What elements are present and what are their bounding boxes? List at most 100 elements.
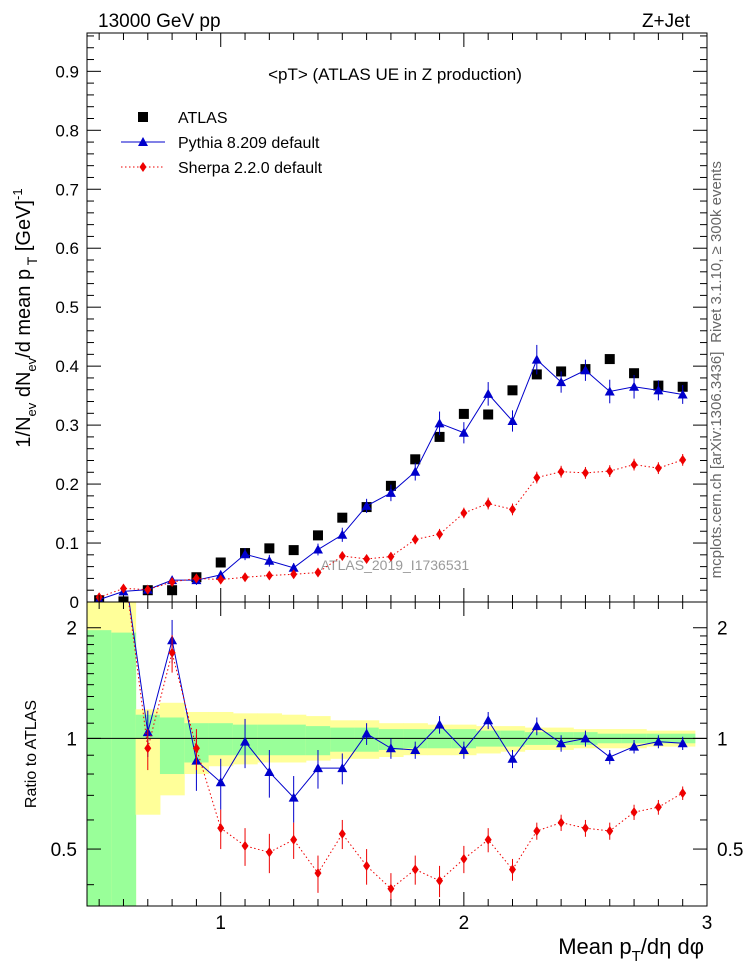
atlas-point (434, 431, 445, 442)
pythia-point (264, 555, 275, 565)
atlas-point (215, 557, 226, 568)
y-tick-label: 0.2 (55, 475, 79, 494)
legend: ATLAS Pythia 8.209 default Sherpa 2.2.0 de… (121, 110, 323, 177)
pythia-point (507, 415, 518, 425)
sherpa-point (192, 573, 200, 584)
ratio-pythia-point (312, 763, 323, 773)
ratio-sherpa-point (265, 847, 273, 858)
plot-title-text: <pT> (ATLAS UE in Z production) (268, 65, 522, 84)
x-tick-label: 1 (215, 913, 226, 934)
inner-band-bin (87, 630, 112, 906)
pythia-point (580, 365, 591, 375)
inner-band-bin (330, 727, 355, 752)
inner-band-bin (159, 717, 185, 775)
ratio-sherpa-line (128, 602, 683, 890)
plot-title: <pT> (ATLAS UE in Z production) (268, 65, 522, 84)
main-panel-axes: 0 0.1 0.2 0.3 0.4 0.5 0.6 0.7 0.8 0.9 (55, 32, 708, 612)
ratio-sherpa-point (168, 647, 176, 658)
y-axis-title-part: -1 (10, 188, 25, 200)
pythia-point (604, 386, 615, 396)
ratio-pythia-point (361, 728, 372, 738)
pythia-point (288, 562, 299, 572)
pythia-point (385, 487, 396, 497)
pythia-point (483, 388, 494, 398)
x-axis-title-part: Mean p (558, 934, 631, 959)
x-axis-title: Mean pT/dη dφ (558, 934, 704, 965)
sherpa-point (144, 584, 152, 595)
ratio-sherpa-point (484, 834, 492, 845)
ratio-sherpa-point (314, 868, 322, 879)
ratio-sherpa-point (338, 828, 346, 839)
ratio-sherpa-point (679, 788, 687, 799)
ratio-pythia-point (288, 792, 299, 802)
ratio-pythia-point (604, 752, 615, 762)
sherpa-point (387, 551, 395, 562)
y-tick-label: 0.7 (55, 180, 79, 199)
legend-sherpa-marker (139, 162, 147, 172)
ratio-pythia-point (264, 767, 275, 777)
y-axis-title-part: dN (13, 372, 35, 403)
ratio-y-tick-label: 1 (66, 729, 77, 750)
sherpa-point (241, 572, 249, 583)
pythia-point (361, 500, 372, 510)
ratio-y-tick-label: 0.5 (51, 840, 77, 861)
ratio-y-axis-title: Ratio to ATLAS (23, 700, 40, 808)
atlas-point (507, 385, 518, 396)
ratio-sherpa-point (460, 853, 468, 864)
ratio-pythia-point (556, 738, 567, 748)
x-axis-title-part: T (632, 948, 641, 965)
pythia-point (312, 544, 323, 554)
ratio-pythia-point (629, 741, 640, 751)
pythia-point (337, 529, 348, 539)
y-tick-label: 0.4 (55, 357, 79, 376)
ratio-pythia-point (215, 777, 226, 787)
x-axis-title-part: /dη dφ (641, 934, 704, 959)
ratio-sherpa-point (387, 883, 395, 894)
sherpa-point (581, 467, 589, 478)
ratio-sherpa-point (581, 823, 589, 834)
y-axis-title-part: /d mean p (13, 269, 35, 358)
ratio-sherpa-point (290, 834, 298, 845)
sherpa-point (436, 529, 444, 540)
ratio-pythia-point (458, 744, 469, 754)
ratio-pythia-point (337, 763, 348, 773)
sherpa-point (168, 576, 176, 587)
ratio-y-tick-label-right: 0.5 (717, 840, 743, 861)
atlas-point (604, 354, 615, 365)
pythia-point (677, 389, 688, 399)
ratio-sherpa-point (363, 860, 371, 871)
sherpa-point (460, 507, 468, 518)
sherpa-point (557, 466, 565, 477)
y-axis-title-part: ev (24, 402, 39, 416)
ratio-pythia-point (580, 733, 591, 743)
sherpa-point (508, 504, 516, 515)
atlas-point (167, 585, 178, 596)
y-axis-title-part: [GeV] (13, 200, 35, 257)
x-tick-label: 2 (459, 913, 470, 934)
ratio-y-tick-label: 2 (66, 619, 77, 640)
sherpa-point (679, 454, 687, 465)
main-y-axis-title: 1/Nev dNev/d mean p T [GeV]-1 (10, 188, 40, 447)
ratio-sherpa-point (654, 802, 662, 813)
ratio-pythia-point (531, 721, 542, 731)
atlas-point (337, 512, 348, 523)
ratio-sherpa-point (241, 840, 249, 851)
legend-atlas-label: ATLAS (178, 110, 228, 127)
ratio-sherpa-point (606, 825, 614, 836)
pythia-point (458, 427, 469, 437)
ratio-pythia-point (410, 744, 421, 754)
ratio-pythia-point (653, 736, 664, 746)
sherpa-point (217, 574, 225, 585)
sherpa-point (314, 567, 322, 578)
x-tick-label: 3 (702, 913, 713, 934)
pythia-point (240, 549, 251, 559)
sherpa-point (338, 551, 346, 562)
y-axis-title-part: T (24, 256, 40, 269)
atlas-point (629, 368, 640, 379)
pythia-point (215, 569, 226, 579)
pythia-point (653, 385, 664, 395)
y-axis-title-part: ev (24, 357, 39, 371)
sherpa-point (484, 498, 492, 509)
y-tick-label: 0.3 (55, 416, 79, 435)
y-tick-label: 0.6 (55, 239, 79, 258)
